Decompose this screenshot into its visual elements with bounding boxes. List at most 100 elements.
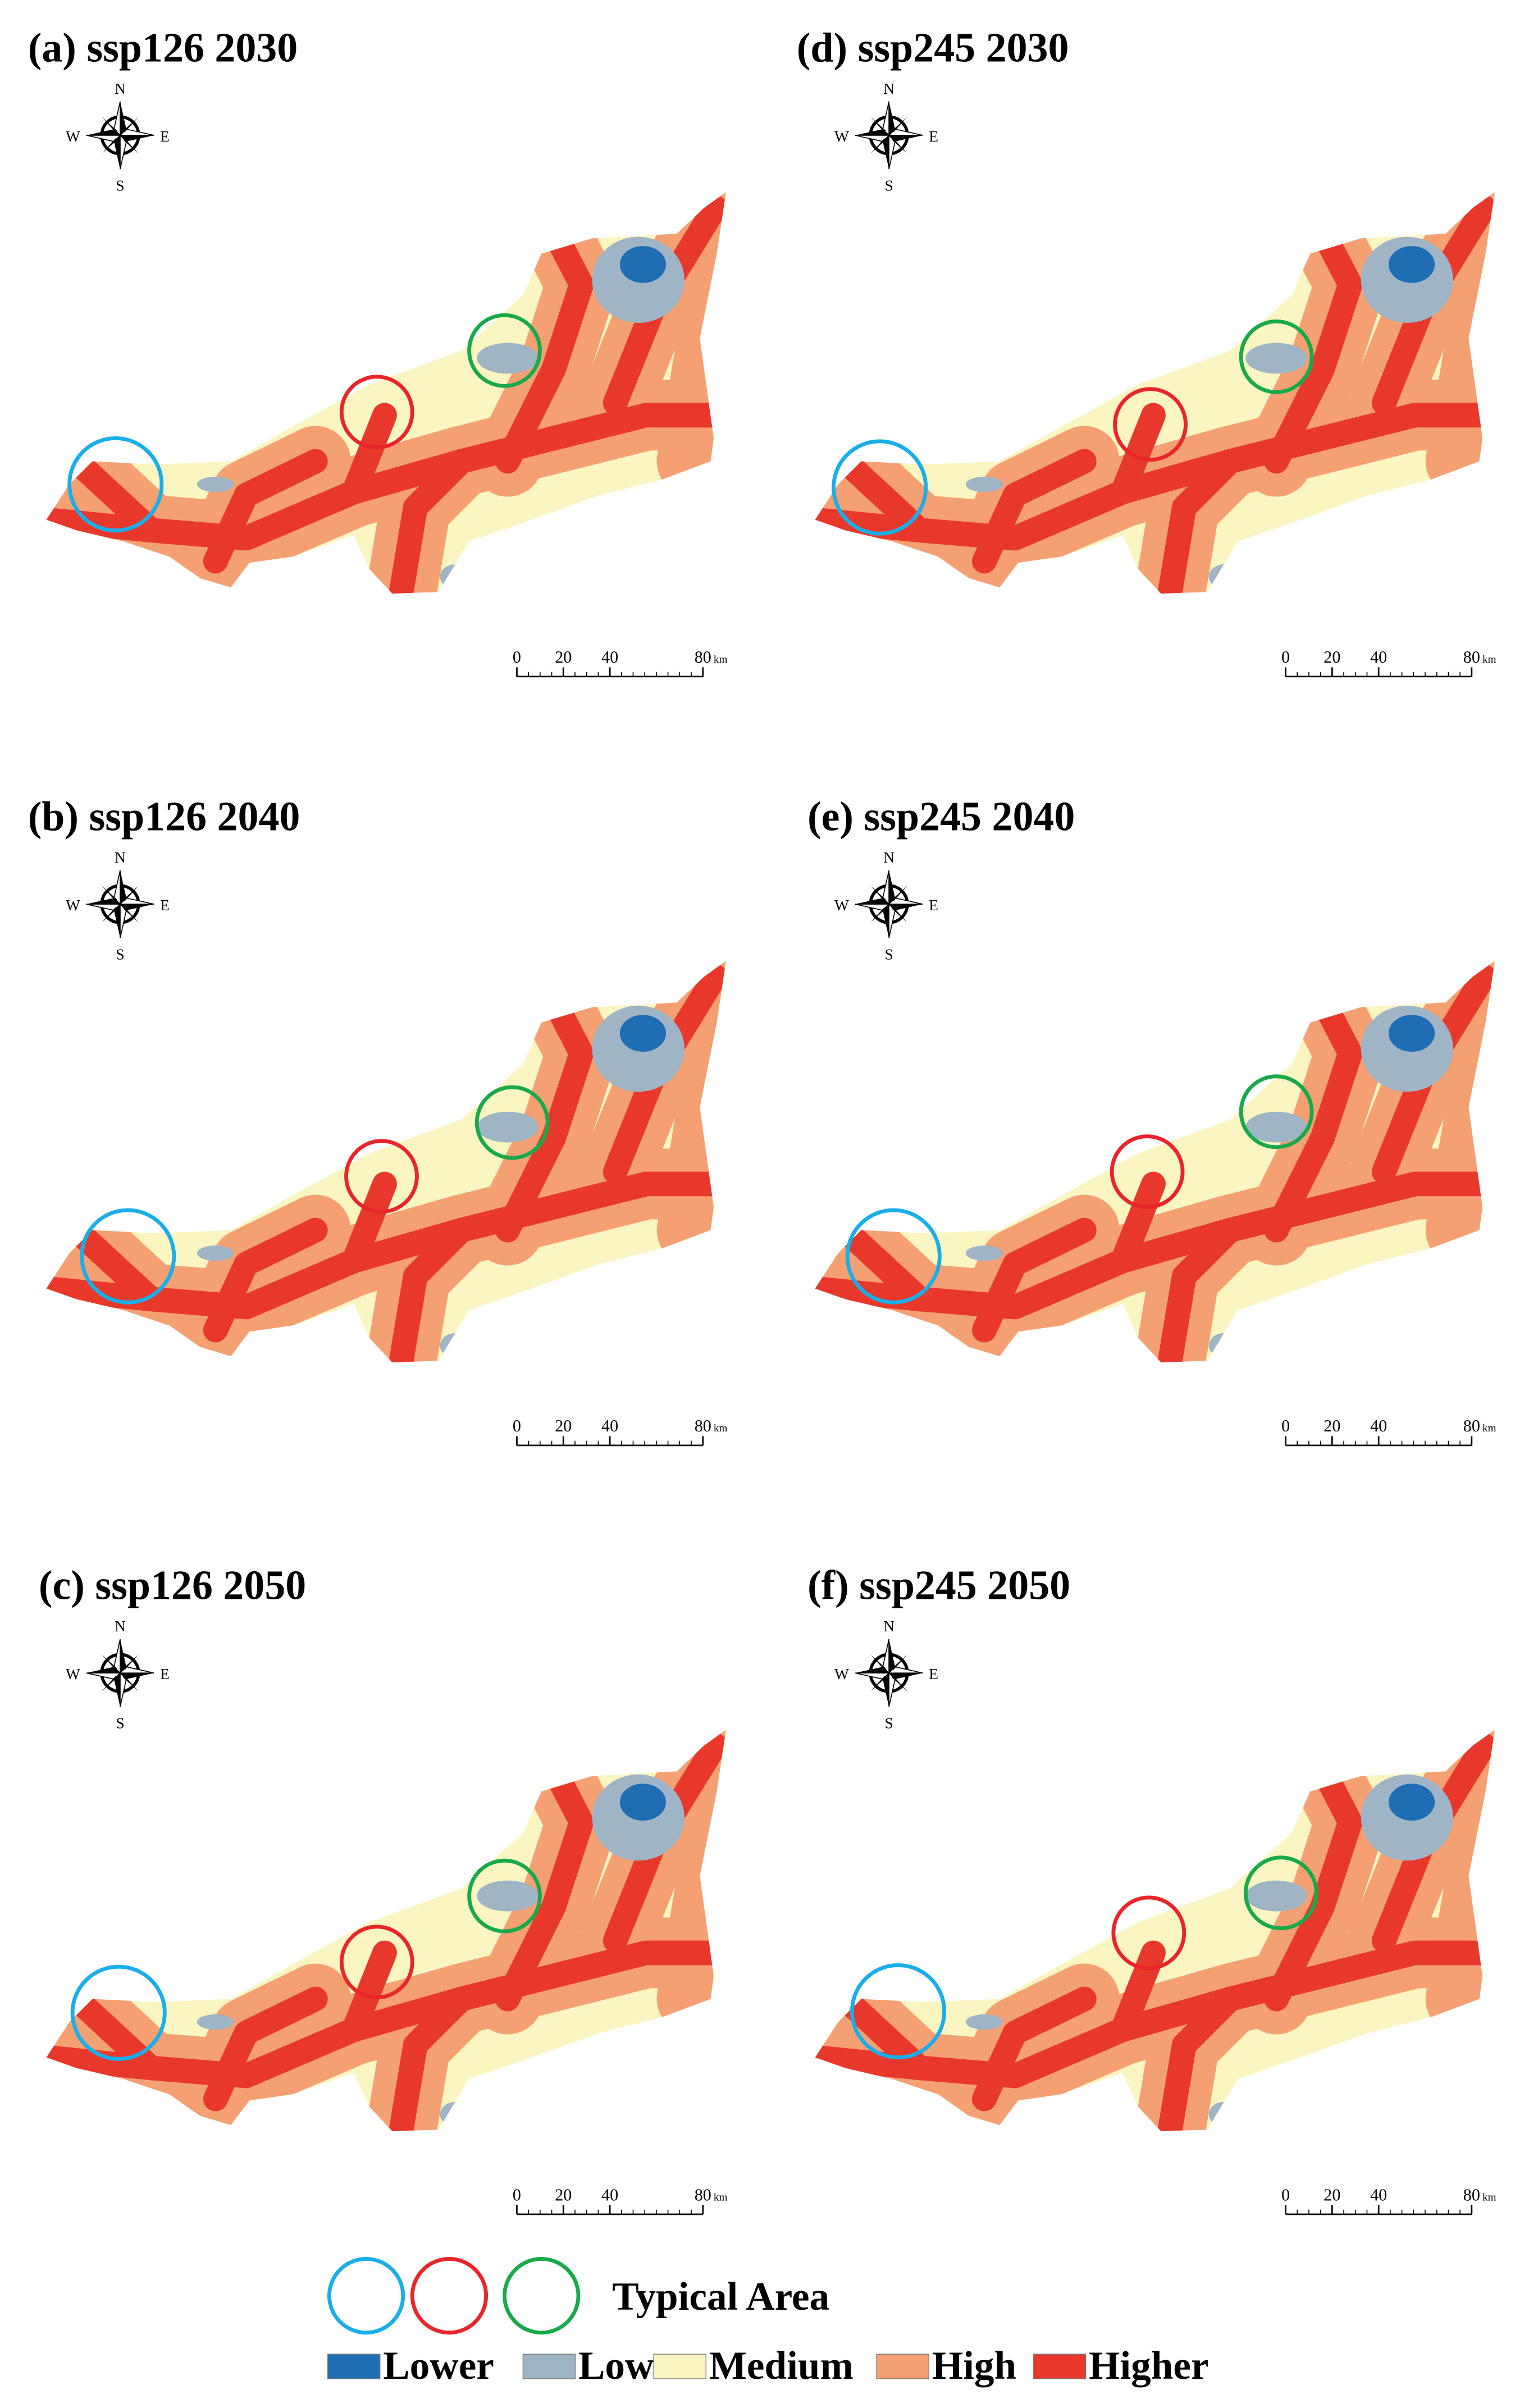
compass-rose [855,102,923,169]
legend-label: Low [578,2344,654,2388]
compass-rose [86,102,154,169]
scale-bar-label: 40 [601,1416,618,1435]
scale-bar-unit: km [714,1422,728,1434]
scale-bar-unit: km [1482,1422,1496,1434]
map-panel: (e) ssp245 2040 N S W E 0 20 40 80 km [769,793,1538,1447]
scale-bar-label: 0 [1281,647,1290,667]
compass-rose [855,870,923,938]
legend-circle [327,2256,405,2335]
panel-title: (f) ssp245 2050 [807,1562,1070,1608]
legend-swatch [653,2354,706,2379]
region-map [769,154,1538,615]
typical-area-circle [1239,1074,1314,1150]
typical-area-circle [1110,1134,1185,1209]
typical-area-circle [339,1924,414,2000]
legend-swatch [1033,2354,1087,2379]
region-map [769,923,1538,1384]
scale-bar-label: 40 [1370,1416,1387,1435]
panel-title: (e) ssp245 2040 [807,793,1075,840]
scale-bar-label: 40 [601,647,618,667]
map-panel: (a) ssp126 2030 N S W E 0 20 40 80 km [0,25,769,678]
scale-bar-label: 40 [1370,647,1387,667]
region-map [0,1691,769,2152]
compass-e: E [160,1666,170,1682]
legend-circle [503,2256,581,2335]
legend-circle [410,2256,489,2335]
compass-s: S [884,1715,893,1732]
typical-area-circle [1111,1895,1186,1971]
compass-s: S [116,946,124,963]
scale-bar-label: 20 [555,647,572,667]
compass-w: W [834,897,849,914]
scale-bar-label: 20 [555,2185,572,2204]
compass-w: W [834,128,849,145]
typical-area-circle [1113,387,1188,462]
scale-bar-label: 20 [1323,2185,1340,2204]
scale-bar-label: 80 [695,1416,711,1435]
region-map [0,923,769,1384]
legend-label: Medium [709,2344,854,2388]
legend-swatch [522,2354,576,2379]
compass-s: S [884,946,893,963]
scale-bar-label: 0 [1281,1416,1290,1435]
compass-w: W [66,1666,80,1682]
compass-e: E [160,128,170,145]
legend-label: Lower [383,2344,494,2388]
scale-bar-label: 80 [695,2185,711,2204]
compass-n: N [115,1618,126,1635]
scale-bar-label: 20 [1323,1416,1340,1435]
compass-n: N [115,849,126,866]
scale-bar-label: 80 [1463,2185,1480,2204]
typical-area-circle [70,1964,167,2061]
region-map [769,1691,1538,2152]
map-panel: (c) ssp126 2050 N S W E 0 20 40 80 km [0,1562,769,2215]
panel-title: (d) ssp245 2030 [797,25,1069,71]
typical-area-circle [1243,1855,1318,1931]
panel-title: (c) ssp126 2050 [39,1562,306,1608]
typical-area-circle [832,439,928,536]
scale-bar-unit: km [1482,2191,1496,2203]
compass-s: S [116,177,124,194]
typical-area-circle [467,313,542,388]
compass-w: W [66,897,80,914]
compass-n: N [883,849,894,866]
compass-e: E [160,897,170,914]
compass-w: W [66,128,80,145]
scale-bar-label: 0 [513,647,521,667]
scale-bar-unit: km [714,2191,728,2203]
legend-swatch [876,2354,929,2379]
scale-bar-label: 0 [513,2185,521,2204]
compass-e: E [929,128,938,145]
compass-rose [86,1639,154,1707]
scale-bar-label: 80 [695,647,711,667]
typical-area-circle [80,1208,176,1305]
compass-s: S [116,1715,124,1732]
legend-label: Higher [1089,2344,1209,2388]
scale-bar-unit: km [714,654,728,665]
compass-rose [86,870,154,938]
compass-s: S [884,177,893,194]
legend-typical-area: Typical Area [612,2275,829,2319]
typical-area-circle [344,1139,419,1214]
typical-area-circle [467,1858,542,1933]
scale-bar-label: 40 [1370,2185,1387,2204]
scale-bar-label: 0 [513,1416,521,1435]
typical-area-circle [845,1208,942,1305]
compass-n: N [883,80,894,97]
compass-e: E [929,897,938,914]
typical-area-circle [850,1963,947,2060]
map-panel: (d) ssp245 2030 N S W E 0 20 40 80 km [769,25,1538,678]
compass-rose [855,1639,923,1707]
compass-n: N [115,80,126,97]
compass-w: W [834,1666,849,1682]
panel-title: (b) ssp126 2040 [28,793,300,840]
scale-bar-label: 40 [601,2185,618,2204]
compass-e: E [929,1666,938,1682]
legend: Typical Area Lower Low Medium High Higher [327,2256,1209,2388]
legend-label: High [932,2344,1016,2388]
region-map [0,154,769,615]
panel-title: (a) ssp126 2030 [28,25,298,71]
typical-area-circle [67,436,164,533]
scale-bar-label: 80 [1463,1416,1480,1435]
